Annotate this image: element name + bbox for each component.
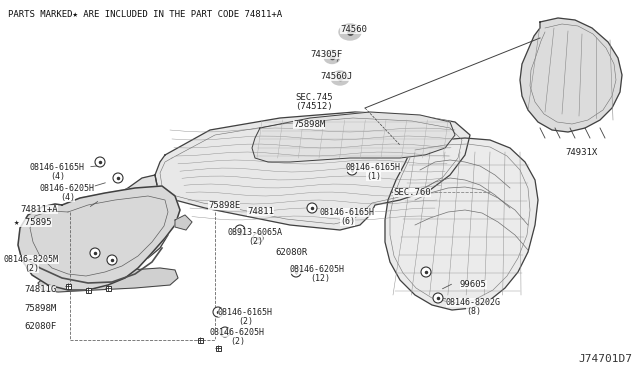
Text: 62080F: 62080F <box>24 322 56 331</box>
Text: (2): (2) <box>24 264 39 273</box>
Ellipse shape <box>331 71 349 85</box>
Circle shape <box>113 173 123 183</box>
Text: 74811: 74811 <box>247 207 274 216</box>
Polygon shape <box>385 138 538 310</box>
Polygon shape <box>252 112 455 162</box>
Polygon shape <box>155 112 470 230</box>
Bar <box>86 288 90 292</box>
Polygon shape <box>520 18 622 132</box>
Polygon shape <box>38 268 178 292</box>
Text: (74512): (74512) <box>295 102 333 111</box>
Circle shape <box>347 165 357 175</box>
Text: 75898M: 75898M <box>24 304 56 313</box>
Text: 99605: 99605 <box>460 280 487 289</box>
Circle shape <box>220 327 230 337</box>
Text: 74560J: 74560J <box>320 72 352 81</box>
Text: 08146-6205H: 08146-6205H <box>290 265 345 274</box>
Ellipse shape <box>324 51 340 64</box>
Text: 74811G: 74811G <box>24 285 56 294</box>
Text: 08146-6205H: 08146-6205H <box>210 328 265 337</box>
Polygon shape <box>18 186 180 290</box>
Text: (6): (6) <box>340 217 355 226</box>
Bar <box>106 285 111 291</box>
Text: (4): (4) <box>50 172 65 181</box>
Text: ★ 75895: ★ 75895 <box>14 218 52 227</box>
Text: 74811+A: 74811+A <box>20 205 58 214</box>
Circle shape <box>107 255 117 265</box>
Text: 74305F: 74305F <box>310 50 342 59</box>
Text: (8): (8) <box>466 307 481 316</box>
Text: 08146-6165H: 08146-6165H <box>320 208 375 217</box>
Text: (2): (2) <box>248 237 263 246</box>
Ellipse shape <box>339 24 361 40</box>
Text: 08146-8202G: 08146-8202G <box>446 298 501 307</box>
Circle shape <box>95 157 105 167</box>
Text: (12): (12) <box>310 274 330 283</box>
Text: 08146-6205H: 08146-6205H <box>40 184 95 193</box>
Bar <box>216 346 221 350</box>
Text: 08146-6165H: 08146-6165H <box>30 163 85 172</box>
Bar <box>65 283 70 289</box>
Text: (2): (2) <box>230 337 245 346</box>
Polygon shape <box>175 215 192 230</box>
Text: 08913-6065A: 08913-6065A <box>228 228 283 237</box>
Bar <box>198 337 202 343</box>
Circle shape <box>235 225 245 235</box>
Circle shape <box>307 203 317 213</box>
Text: 62080R: 62080R <box>275 248 307 257</box>
Text: 08146-6165H: 08146-6165H <box>218 308 273 317</box>
Text: SEC.745: SEC.745 <box>295 93 333 102</box>
Circle shape <box>433 293 443 303</box>
Circle shape <box>421 267 431 277</box>
Polygon shape <box>92 175 170 262</box>
Text: 75898E: 75898E <box>208 201 240 210</box>
Text: 08146-6165H: 08146-6165H <box>346 163 401 172</box>
Text: 08146-8205M: 08146-8205M <box>4 255 59 264</box>
Text: PARTS MARKED★ ARE INCLUDED IN THE PART CODE 74811+A: PARTS MARKED★ ARE INCLUDED IN THE PART C… <box>8 10 282 19</box>
Circle shape <box>90 248 100 258</box>
Text: (4): (4) <box>60 193 75 202</box>
Text: (2): (2) <box>238 317 253 326</box>
Text: (1): (1) <box>366 172 381 181</box>
Circle shape <box>291 267 301 277</box>
Text: 75898M: 75898M <box>293 120 325 129</box>
Circle shape <box>253 233 263 243</box>
Text: SEC.760: SEC.760 <box>393 188 431 197</box>
Text: J74701D7: J74701D7 <box>578 354 632 364</box>
Circle shape <box>213 307 223 317</box>
Text: 74931X: 74931X <box>565 148 597 157</box>
Text: 74560: 74560 <box>340 25 367 34</box>
